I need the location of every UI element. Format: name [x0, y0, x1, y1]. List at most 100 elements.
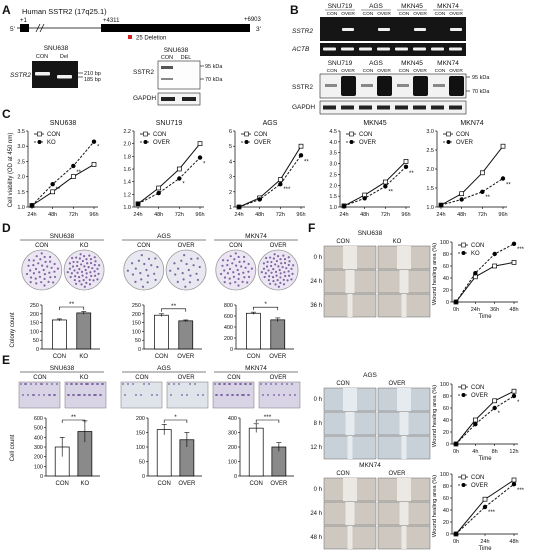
- colony-block-ags: AGS CON OVER 0 50 100 150 200 250 CON OVER **: [122, 233, 207, 360]
- wb-cell-line-ags: AGS: [369, 60, 383, 67]
- rt-cell-line-mkn45: MKN45: [401, 3, 423, 10]
- cell-dot: [38, 394, 40, 396]
- x-tick-label: 24h: [234, 212, 243, 218]
- colony-dot: [264, 272, 267, 275]
- series-line-over: [440, 178, 504, 206]
- bar-over: [270, 319, 286, 350]
- legend-marker: [244, 140, 249, 144]
- legend-label: OVER: [153, 140, 171, 146]
- y-tick-label: 1.4: [123, 180, 131, 186]
- y-tick-label: 200: [34, 455, 43, 461]
- dish-label: OVER: [270, 243, 288, 249]
- block-title: AGS: [157, 365, 171, 372]
- cell-dot: [168, 383, 170, 385]
- colony-dot: [52, 281, 55, 284]
- colony-dot: [42, 268, 45, 272]
- point-con: [70, 174, 76, 179]
- significance-label: *: [182, 182, 185, 188]
- wb-lane-con: CON: [363, 68, 374, 74]
- colony-dot: [83, 285, 86, 288]
- cell-dot: [122, 383, 124, 385]
- deletion-marker: [128, 35, 132, 39]
- image-label: OVER: [270, 375, 288, 381]
- y-tick-label: 600: [224, 314, 233, 320]
- rt-band: [450, 28, 462, 31]
- colony-dot: [272, 268, 275, 271]
- colony-dot: [27, 259, 31, 262]
- blot-sstr2: [157, 60, 201, 90]
- colony-dot: [272, 280, 275, 283]
- colony-dot: [243, 260, 246, 263]
- significance-bracket: [255, 419, 280, 423]
- y-tick-label: 0: [446, 300, 449, 306]
- y-tick-label: 1.0: [329, 205, 337, 211]
- y-tick-label: 0: [36, 347, 39, 353]
- x-tick-label: 96h: [401, 212, 410, 218]
- cell-dot: [91, 383, 93, 385]
- point-over: [500, 176, 506, 181]
- colony-dot: [265, 256, 268, 260]
- image-label: OVER: [178, 375, 196, 381]
- wb-band: [359, 105, 372, 110]
- colony-dot: [276, 279, 279, 282]
- colony-dot: [71, 265, 75, 268]
- colony-dot: [139, 272, 142, 275]
- y-tick-label: 150: [136, 431, 145, 437]
- image-label: CON: [33, 375, 46, 381]
- three-prime-label: 3': [256, 26, 261, 33]
- series-line-con: [455, 261, 515, 303]
- cell-dot: [99, 394, 101, 396]
- colony-dot: [241, 280, 244, 283]
- colony-dot: [141, 285, 145, 288]
- cell-dot: [46, 383, 48, 385]
- colony-dot: [270, 260, 273, 264]
- colony-dot: [78, 257, 81, 260]
- panel-letter-f: F: [308, 221, 315, 235]
- colony-dot: [247, 262, 250, 266]
- wound-gap: [397, 478, 411, 501]
- colony-dot: [85, 276, 88, 279]
- colony-dot: [134, 280, 137, 283]
- colony-dot: [53, 275, 57, 279]
- colony-dot: [262, 262, 266, 265]
- rt-band: [395, 47, 408, 51]
- cell-dot: [135, 394, 137, 396]
- y-tick-label: 150: [30, 321, 39, 327]
- panel-letter-e: E: [2, 353, 10, 367]
- legend-marker: [446, 131, 451, 137]
- y-tick-label: 1.6: [123, 167, 131, 173]
- colony-dot: [260, 271, 263, 274]
- x-tick-label: 24h: [436, 212, 445, 218]
- point-ko: [511, 241, 517, 246]
- colony-dot: [246, 281, 249, 284]
- cell-dot: [294, 394, 296, 396]
- significance-label: ***: [517, 488, 525, 494]
- y-tick-label: 60: [443, 406, 449, 412]
- wb-lane-con: CON: [399, 68, 410, 74]
- blot-title: SNU638: [164, 47, 189, 54]
- point-con: [511, 477, 517, 483]
- column-label: OVER: [388, 471, 406, 477]
- colony-dot: [32, 272, 36, 275]
- colony-dot: [38, 275, 42, 278]
- wb-gapdh-blot: [319, 100, 467, 115]
- cell-dot: [51, 383, 53, 385]
- y-tick-label: 100: [30, 329, 39, 335]
- point-over: [438, 202, 444, 208]
- colony-dot: [73, 269, 76, 272]
- rt-lane-con: CON: [363, 11, 374, 17]
- blot-band: [182, 97, 196, 101]
- y-tick-label: 3.0: [426, 129, 434, 135]
- point-con: [197, 141, 203, 147]
- x-tick-label: 72h: [175, 212, 184, 218]
- y-tick-label: 3.0: [17, 144, 25, 150]
- legend-marker: [349, 140, 354, 144]
- colony-dot: [247, 270, 250, 273]
- y-tick-label: 400: [228, 416, 237, 422]
- significance-label: *: [174, 414, 177, 421]
- colony-dot: [94, 260, 97, 263]
- colony-dot: [91, 267, 94, 270]
- colony-dot: [282, 254, 285, 257]
- y-tick-label: 0: [142, 474, 145, 480]
- y-tick-label: 400: [224, 325, 233, 331]
